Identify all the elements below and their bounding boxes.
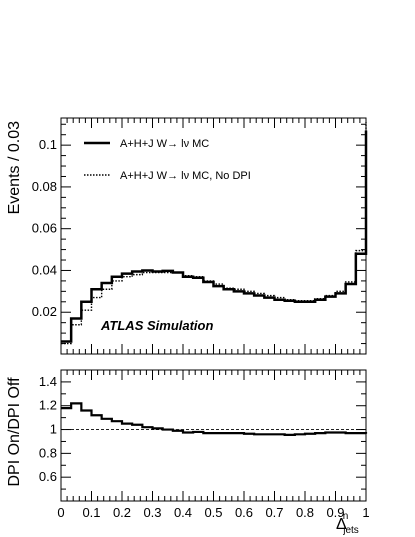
legend-label-dpi-on: A+H+J W→ lν MC [120,138,209,150]
top-y-tick-label: 0.04 [32,262,57,277]
x-tick-label: 0.5 [204,505,222,520]
legend-label-dpi-off: A+H+J W→ lν MC, No DPI [120,170,251,182]
legend: A+H+J W→ lν MC A+H+J W→ lν MC, No DPI [84,138,251,182]
x-axis-title: Δn jets [336,511,359,536]
x-tick-label: 0.8 [296,505,314,520]
top-y-axis-title: Events / 0.03 [6,121,23,214]
series-line-dpi-off [61,122,367,345]
x-tick-label: 0.3 [143,505,161,520]
bottom-axes: 0.6 0.8 1 1.2 1.4 0 0.1 0.2 0.3 0.4 0.5 0.6 0.7 0.8 0.… [39,369,370,520]
top-plot-area [61,122,368,345]
top-panel: 0.02 0.04 0.06 0.08 0.1 Events / 0.03 A+H+J … [6,117,368,355]
bottom-plot-area [61,402,368,437]
atlas-simulation-label: ATLAS Simulation [100,318,213,333]
x-tick-label: 0.4 [174,505,192,520]
x-tick-label: 0.7 [265,505,283,520]
top-y-tick-label: 0.1 [39,137,57,152]
bottom-y-tick-label: 1.2 [39,398,57,413]
bottom-y-tick-label: 0.8 [39,445,57,460]
bottom-frame [60,369,367,502]
x-tick-label: 0.9 [326,505,344,520]
x-tick-label: 0.6 [235,505,253,520]
top-y-tick-label: 0.08 [32,179,57,194]
top-axes: 0.02 0.04 0.06 0.08 0.1 [32,117,367,355]
x-tick-label: 0 [57,505,64,520]
x-tick-label: 0.2 [113,505,131,520]
ratio-line [61,402,368,437]
bottom-panel: 0.6 0.8 1 1.2 1.4 0 0.1 0.2 0.3 0.4 0.5 0.6 0.7 0.8 0.… [6,369,370,536]
bottom-y-tick-label: 1 [50,422,57,437]
x-tick-label: 0.1 [82,505,100,520]
x-tick-label: 1 [362,505,369,520]
bottom-y-tick-label: 1.4 [39,374,57,389]
series-line-dpi-on [61,130,368,343]
top-y-tick-label: 0.02 [32,304,57,319]
top-y-tick-label: 0.06 [32,221,57,236]
bottom-y-tick-label: 0.6 [39,469,57,484]
bottom-y-axis-title: DPI On/DPI Off [6,377,23,487]
